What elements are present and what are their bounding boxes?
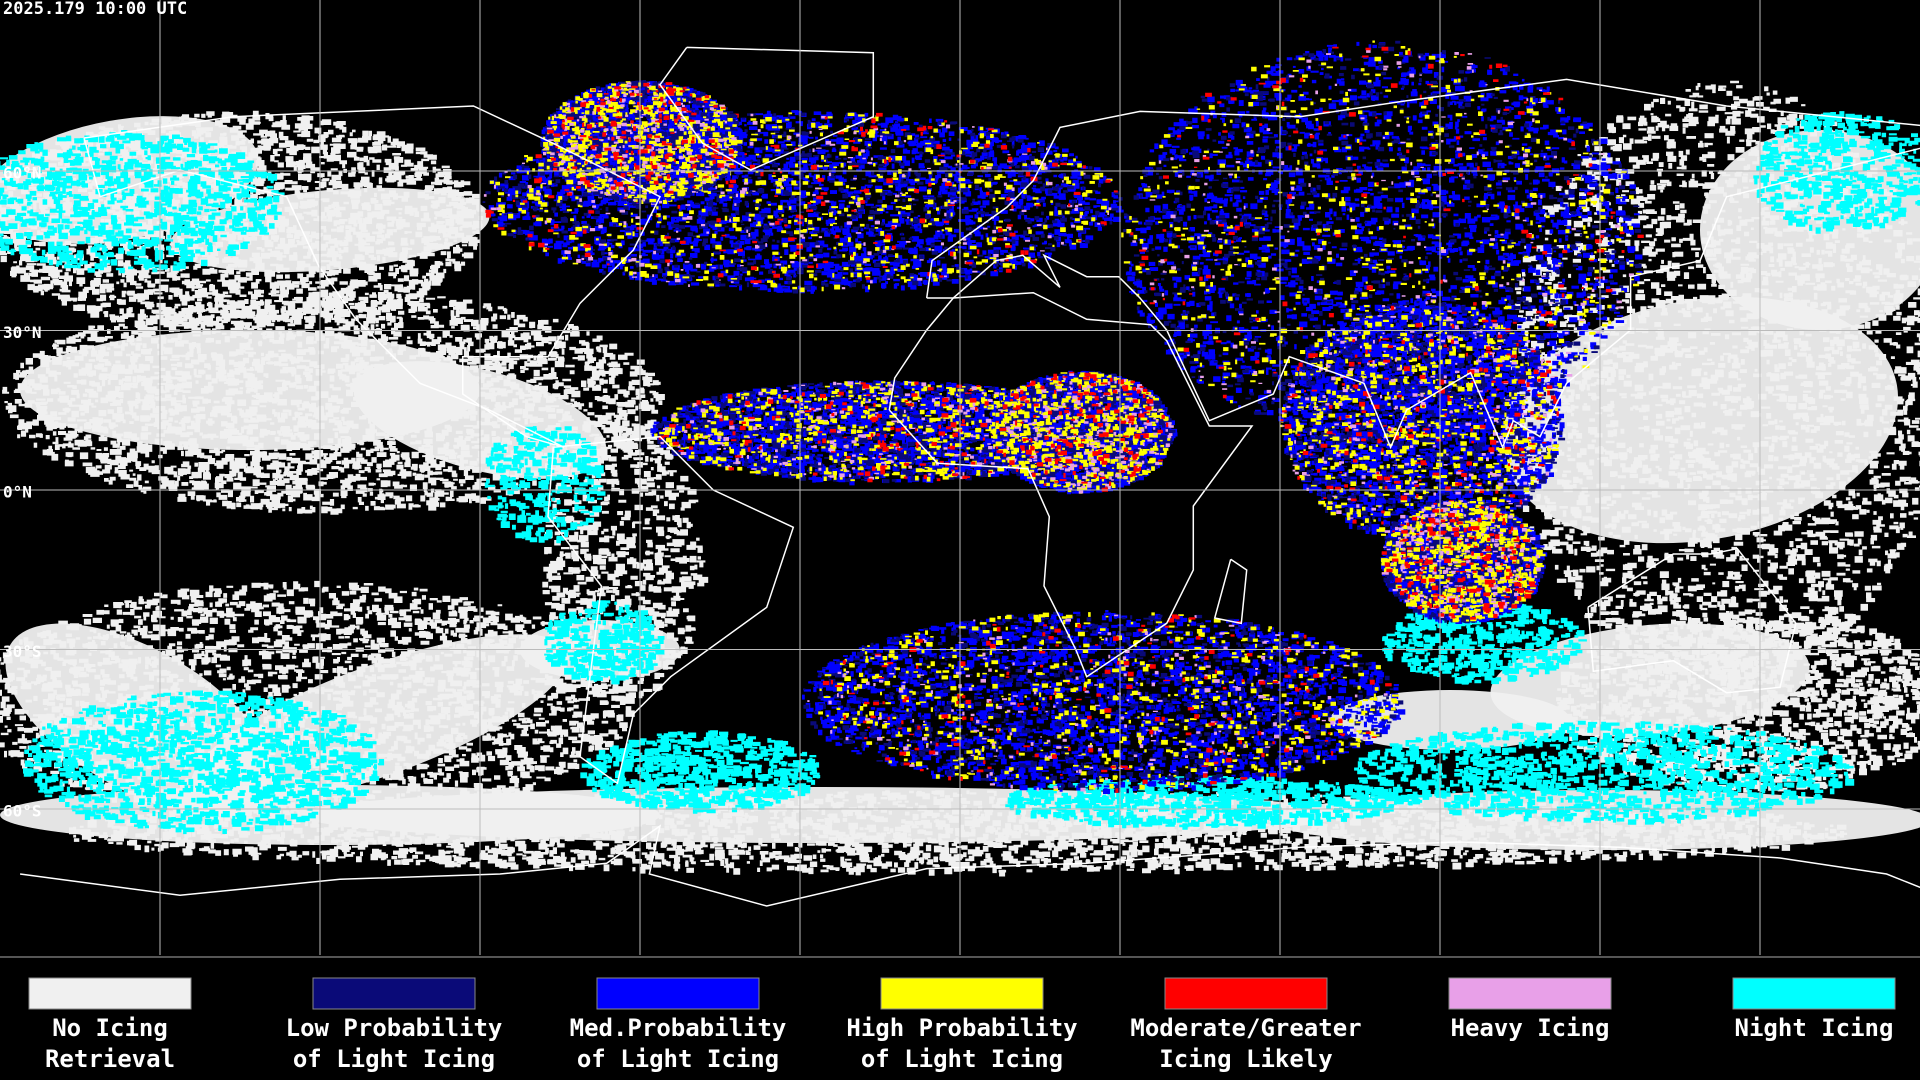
low-probability bbox=[990, 370, 1176, 492]
legend-swatch bbox=[1448, 977, 1612, 1010]
med-probability bbox=[1124, 41, 1643, 442]
legend-label: of Light Icing bbox=[861, 1045, 1063, 1073]
high-probability bbox=[1381, 500, 1546, 623]
high-probability bbox=[1280, 300, 1560, 543]
legend-label: Moderate/Greater bbox=[1130, 1014, 1361, 1042]
legend-swatch bbox=[596, 977, 760, 1010]
moderate-icing bbox=[547, 82, 736, 199]
legend-label: Heavy Icing bbox=[1451, 1014, 1610, 1042]
coastline bbox=[20, 824, 1920, 907]
legend-swatch bbox=[1732, 977, 1896, 1010]
latitude-label: 60°N bbox=[3, 164, 42, 183]
night-icing bbox=[1382, 600, 1587, 685]
night-icing bbox=[23, 690, 385, 835]
legend-label: Med.Probability bbox=[570, 1014, 787, 1042]
night-icing bbox=[1354, 720, 1855, 825]
cloud-speckle bbox=[1552, 610, 1920, 794]
legend-label: of Light Icing bbox=[293, 1045, 495, 1073]
coastline bbox=[547, 435, 795, 785]
latitude-label: 30°S bbox=[3, 642, 42, 661]
latitude-label: 0°N bbox=[3, 483, 32, 502]
coastline bbox=[1587, 547, 1797, 694]
cloud-speckle bbox=[2, 290, 665, 515]
low-probability bbox=[1282, 301, 1566, 542]
coastline bbox=[888, 291, 1254, 678]
legend-label: Icing Likely bbox=[1159, 1045, 1332, 1073]
high-probability bbox=[990, 372, 1172, 494]
coastline bbox=[925, 78, 1920, 450]
cloud-speckle bbox=[69, 790, 1848, 877]
legend-label: High Probability bbox=[846, 1014, 1077, 1042]
map-area bbox=[0, 0, 1920, 955]
coastline bbox=[1213, 558, 1248, 625]
legend-label: Night Icing bbox=[1735, 1014, 1894, 1042]
legend-swatch bbox=[28, 977, 192, 1010]
cloud-speckle bbox=[1501, 80, 1920, 686]
night-icing bbox=[0, 130, 285, 274]
high-probability bbox=[1121, 40, 1642, 442]
legend-label: No Icing bbox=[52, 1014, 168, 1042]
high-probability bbox=[542, 81, 743, 204]
moderate-icing bbox=[995, 371, 1169, 492]
night-icing bbox=[544, 600, 665, 685]
coastline bbox=[659, 46, 875, 171]
latitude-label: 30°N bbox=[3, 323, 42, 342]
legend-swatch bbox=[880, 977, 1044, 1010]
legend-swatch bbox=[312, 977, 476, 1010]
cloud-speckle bbox=[542, 423, 709, 704]
legend-label: of Light Icing bbox=[577, 1045, 779, 1073]
timestamp: 2025.179 10:00 UTC bbox=[3, 0, 187, 19]
night-icing bbox=[484, 426, 606, 544]
latitude-label: 60°S bbox=[3, 802, 42, 821]
legend: No Icing Retrieval Low Probability of Light… bbox=[28, 977, 1896, 1073]
cloud-speckle bbox=[0, 110, 484, 334]
moderate-icing bbox=[1130, 46, 1644, 437]
high-probability bbox=[654, 381, 1115, 482]
moderate-icing bbox=[1280, 305, 1559, 541]
night-icing bbox=[1753, 111, 1920, 234]
legend-label: Retrieval bbox=[45, 1045, 175, 1073]
legend-swatch bbox=[1164, 977, 1328, 1010]
coastline bbox=[83, 105, 662, 449]
legend-label: Low Probability bbox=[286, 1014, 503, 1042]
